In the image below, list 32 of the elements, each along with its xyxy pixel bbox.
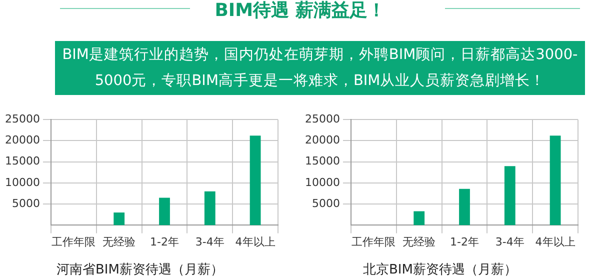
bar (459, 188, 470, 226)
x-tick-label: 1-2年 (450, 236, 479, 249)
bar (550, 136, 561, 226)
text: 河南省BIM薪资待遇（月薪） (56, 262, 224, 278)
y-tick-label: 10000 (304, 176, 340, 189)
x-tick-label: 3-4年 (195, 236, 224, 249)
x-tick-label: 工作年限 (352, 236, 396, 249)
x-tick-label: 工作年限 (52, 236, 96, 249)
bar (204, 191, 216, 226)
x-tick-label: 3-4年 (495, 236, 524, 249)
bar (159, 198, 170, 226)
y-tick-label: 5000 (312, 196, 340, 210)
y-tick-label: 15000 (4, 154, 40, 168)
y-tick-label: 5000 (12, 196, 40, 210)
bar (114, 212, 125, 226)
x-tick-label: 无经验 (102, 236, 136, 249)
bar (504, 166, 516, 226)
x-tick-label: 4年以上 (235, 236, 276, 249)
y-tick-label: 25000 (304, 112, 340, 126)
y-tick-label: 15000 (304, 154, 340, 168)
text: BIM是建筑行业的趋势，国内仍处在萌芽期，外聘BIM顾问，日薪都高达3000-5000元，专职BIM高手更是一将难求，BIM从业人员薪资急剧增长！ (55, 41, 585, 95)
y-tick-label: 20000 (304, 134, 340, 147)
y-tick-label: 25000 (4, 112, 40, 126)
x-tick-label: 1-2年 (150, 236, 179, 249)
y-tick-label: 10000 (4, 176, 40, 189)
text: 北京BIM薪资待遇（月薪） (363, 262, 517, 278)
y-tick-label: 20000 (4, 134, 40, 147)
x-tick-label: 无经验 (402, 236, 436, 249)
x-tick-label: 4年以上 (535, 236, 576, 249)
bar (250, 136, 261, 226)
text: BIM待遇 薪满益足！ (214, 0, 386, 22)
bar (414, 211, 425, 226)
